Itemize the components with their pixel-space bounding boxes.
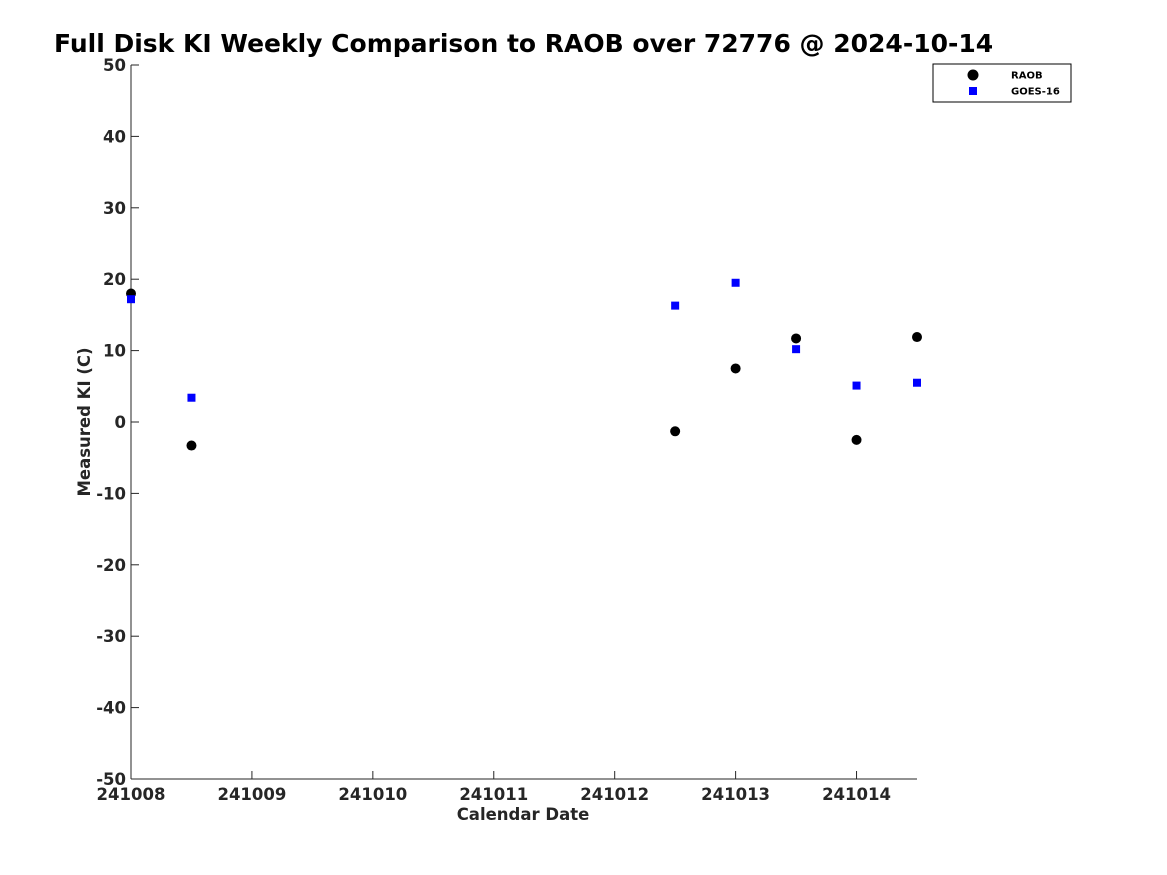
point-raob: [670, 426, 681, 437]
y-tick-label: 10: [103, 342, 126, 361]
legend-raob-label: RAOB: [1011, 71, 1043, 82]
y-tick-label: -30: [96, 627, 126, 646]
y-tick-label: 20: [103, 270, 126, 289]
legend: RAOB GOES-16: [932, 63, 1072, 103]
x-ticks: 241008 241009 241010 241011 241012 241013 2410…: [97, 771, 891, 804]
y-ticks: -50 -40 -30 -20 -10 0 10 20 30 40 50: [96, 56, 139, 789]
point-goes-16: [671, 301, 680, 310]
y-axis-label: Measured KI (C): [75, 347, 94, 496]
point-raob: [791, 333, 802, 344]
point-raob: [912, 332, 922, 343]
x-axis-label: Calendar Date: [457, 805, 590, 824]
y-tick-label: -10: [96, 484, 126, 503]
data-points: [126, 278, 922, 451]
axes: [130, 65, 917, 780]
y-tick-label: -40: [96, 699, 126, 718]
chart-title: Full Disk KI Weekly Comparison to RAOB o…: [54, 29, 993, 58]
y-tick-label: 30: [103, 199, 126, 218]
point-goes-16: [127, 295, 135, 304]
point-goes-16: [731, 278, 740, 287]
y-tick-label: 50: [103, 56, 126, 75]
point-raob: [730, 363, 741, 374]
x-tick-label: 241008: [97, 785, 166, 804]
x-tick-label: 241009: [217, 785, 286, 804]
y-tick-label: 0: [115, 413, 126, 432]
point-goes-16: [187, 393, 196, 402]
x-tick-label: 241010: [338, 785, 407, 804]
point-raob: [851, 434, 862, 445]
point-goes-16: [913, 378, 921, 387]
legend-box: [932, 63, 1072, 103]
legend-raob-marker: [967, 69, 979, 81]
y-tick-label: -50: [96, 770, 126, 789]
x-tick-label: 241014: [822, 785, 891, 804]
y-tick-label: 40: [103, 127, 126, 146]
point-goes-16: [852, 381, 861, 390]
x-tick-label: 241012: [580, 785, 649, 804]
point-raob: [186, 440, 197, 451]
x-tick-label: 241013: [701, 785, 770, 804]
legend-goes16-label: GOES-16: [1011, 87, 1060, 98]
legend-goes16-marker: [969, 87, 977, 95]
x-tick-label: 241011: [459, 785, 528, 804]
point-goes-16: [792, 345, 801, 354]
y-tick-label: -20: [96, 556, 126, 575]
